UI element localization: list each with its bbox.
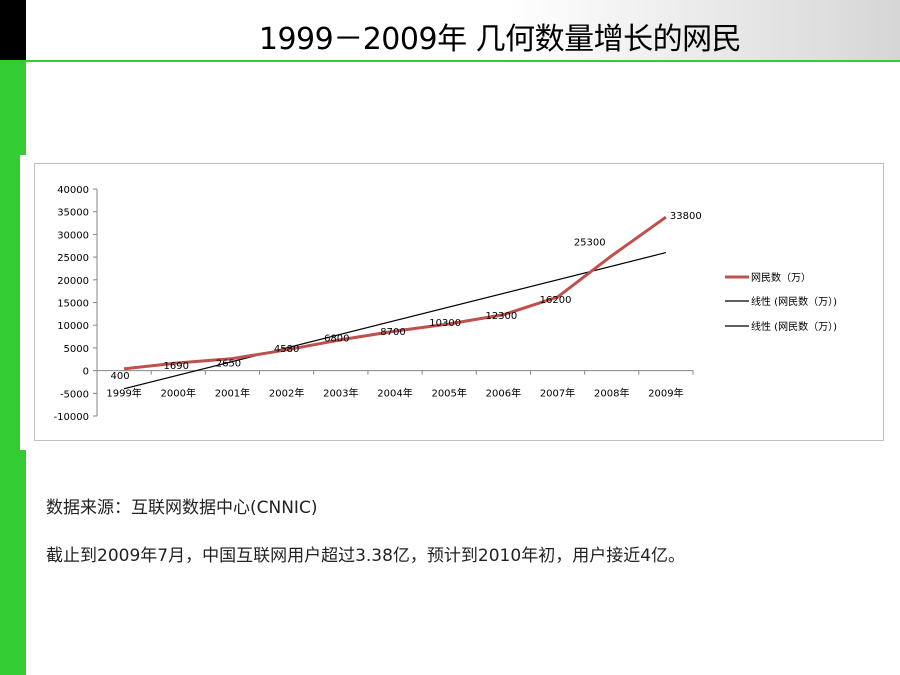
x-tick-label: 2008年 xyxy=(594,387,629,400)
data-label: 25300 xyxy=(574,238,606,249)
data-label: 33800 xyxy=(670,211,702,222)
x-tick-label: 2003年 xyxy=(323,387,358,400)
data-label: 2650 xyxy=(216,359,241,370)
legend-label: 网民数（万） xyxy=(751,271,811,284)
chart-edge xyxy=(20,155,26,450)
series-line-netizens xyxy=(123,215,667,371)
y-tick-label: -10000 xyxy=(54,412,89,423)
chart-frame: 40000 35000 30000 25000 20000 15000 10000 5000 0… xyxy=(34,163,884,441)
data-label: 400 xyxy=(111,371,130,382)
x-tick-label: 2005年 xyxy=(431,387,466,400)
x-tick-label: 2002年 xyxy=(269,387,304,400)
y-tick-label: 25000 xyxy=(57,253,89,264)
slide-title: 1999－2009年 几何数量增长的网民 xyxy=(258,22,742,57)
x-tick-label: 2007年 xyxy=(540,387,575,400)
y-tick-label: 35000 xyxy=(57,208,89,219)
x-tick-label: 2004年 xyxy=(377,387,412,400)
y-tick-label: 5000 xyxy=(64,344,89,355)
header-corner xyxy=(0,0,26,60)
y-tick-label: 15000 xyxy=(57,299,89,310)
legend-label: 线性 (网民数（万）) xyxy=(751,320,837,333)
data-label: 16200 xyxy=(540,295,572,306)
trendline xyxy=(123,251,667,390)
x-tick-label: 2000年 xyxy=(161,387,196,400)
y-tick-label: 0 xyxy=(83,367,89,378)
x-tick-label: 2009年 xyxy=(648,387,683,400)
summary-note-text: 截止到2009年7月，中国互联网用户超过3.38亿，预计到2010年初，用户接近… xyxy=(46,546,686,566)
header-divider xyxy=(26,60,900,62)
data-label: 6800 xyxy=(324,334,349,345)
data-label: 8700 xyxy=(380,327,405,338)
data-label: 1690 xyxy=(164,361,189,372)
data-label: 10300 xyxy=(429,318,461,329)
data-source-text: 数据来源：互联网数据中心(CNNIC) xyxy=(46,498,318,518)
legend-label: 线性 (网民数（万）) xyxy=(751,295,837,308)
y-tick-label: -5000 xyxy=(60,389,89,400)
x-tick-label: 2001年 xyxy=(215,387,250,400)
x-tick-label: 1999年 xyxy=(106,387,141,400)
line-chart: 40000 35000 30000 25000 20000 15000 10000 5000 0… xyxy=(54,185,838,423)
y-tick-label: 20000 xyxy=(57,276,89,287)
data-label: 4580 xyxy=(274,344,299,355)
y-tick-label: 30000 xyxy=(57,230,89,241)
y-tick-label: 40000 xyxy=(57,185,89,196)
data-label: 12300 xyxy=(485,311,517,322)
x-tick-label: 2006年 xyxy=(486,387,521,400)
header-band xyxy=(26,0,900,60)
y-tick-label: 10000 xyxy=(57,321,89,332)
